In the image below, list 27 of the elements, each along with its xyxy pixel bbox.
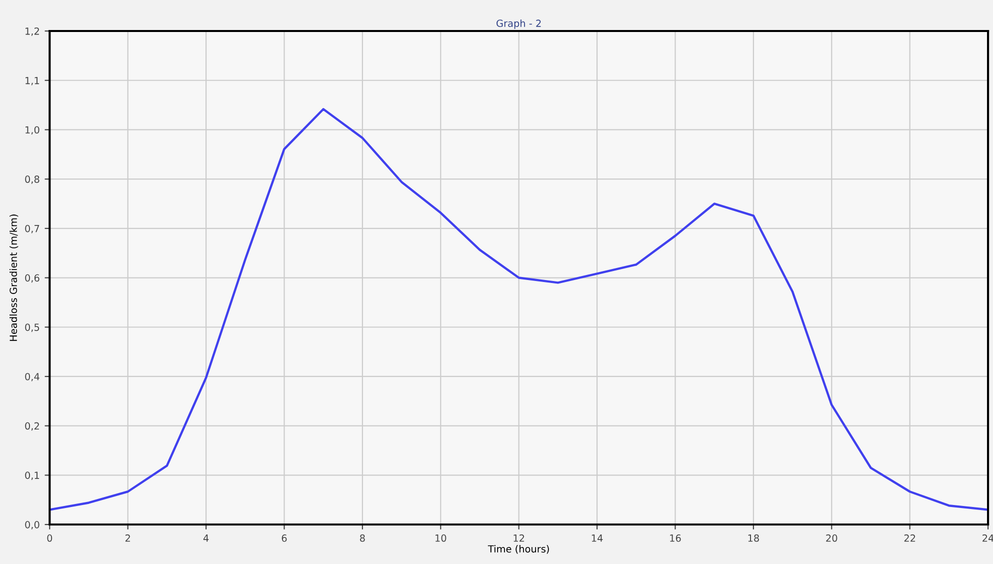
y-tick-label: 1,0 <box>26 126 40 135</box>
chart-title: Graph - 2 <box>496 19 541 29</box>
line-series <box>50 108 988 511</box>
y-tick-label: 0,0 <box>25 521 40 530</box>
y-tick-label: 0,2 <box>25 422 39 431</box>
x-tick-label: 12 <box>514 534 524 542</box>
y-tick-label: 0,1 <box>25 472 40 480</box>
y-tick-label: 0,5 <box>25 324 40 332</box>
x-tick-label: 4 <box>203 534 209 542</box>
y-tick-label: 1,2 <box>26 28 39 36</box>
y-tick-label: 1,1 <box>26 76 40 86</box>
y-tick-label: 0,8 <box>25 176 40 184</box>
x-tick-label: 18 <box>748 534 759 542</box>
x-tick-label: 16 <box>670 534 681 542</box>
x-tick-label: 6 <box>282 534 287 542</box>
x-tick-label: 2 <box>125 534 130 542</box>
x-tick-label: 14 <box>592 534 603 542</box>
x-tick-label: 22 <box>904 534 916 542</box>
x-tick-label: 10 <box>436 534 446 542</box>
y-tick-label: 0,4 <box>25 372 40 382</box>
x-tick-label: 20 <box>826 534 838 542</box>
x-tick-label: 0 <box>47 534 52 542</box>
y-tick-label: 0,6 <box>25 274 40 283</box>
y-tick-label: 0,7 <box>25 224 40 234</box>
y-axis-title: Headloss Gradient (m/km) <box>10 214 18 341</box>
x-axis-title: Time (hours) <box>488 545 549 554</box>
x-tick-label: 8 <box>360 534 365 542</box>
